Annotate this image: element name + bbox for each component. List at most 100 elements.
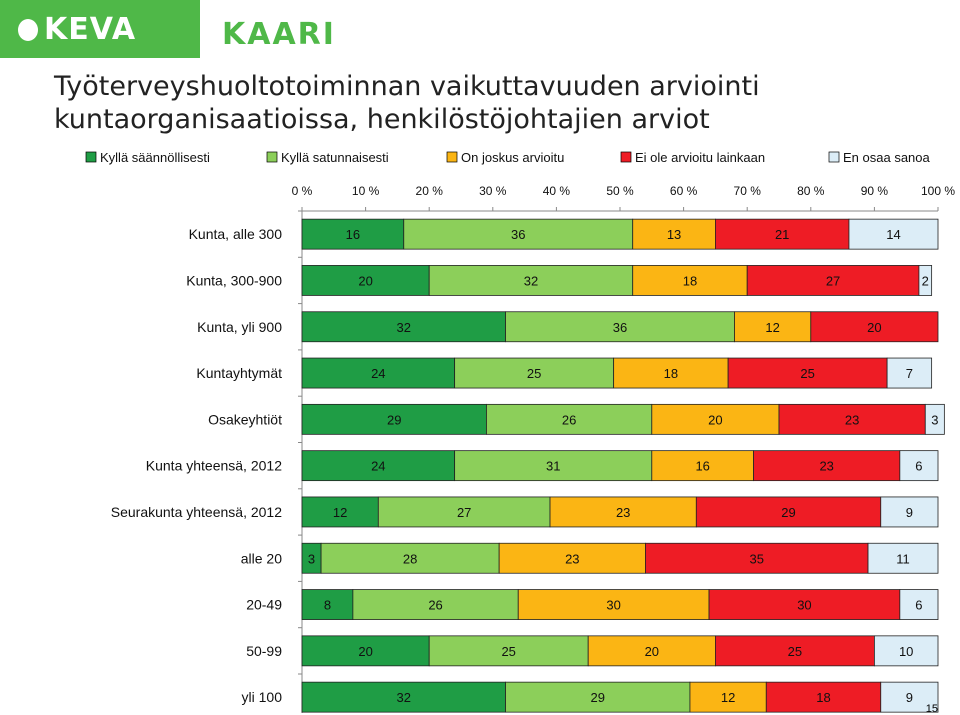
category-label: Kunta, yli 900 [197, 319, 282, 335]
bar-segment [924, 403, 945, 435]
x-tick-label: 90 % [861, 184, 889, 198]
bar-segment [301, 635, 430, 667]
x-tick-label: 70 % [734, 184, 762, 198]
data-label: 35 [750, 551, 764, 566]
data-label: 27 [457, 505, 471, 520]
data-label: 6 [915, 598, 922, 613]
bar-segment [715, 218, 850, 250]
data-label: 12 [333, 505, 347, 520]
keva-logo-box: KEVA [0, 0, 200, 58]
x-tick-label: 40 % [543, 184, 571, 198]
category-label: Kunta yhteensä, 2012 [146, 458, 282, 474]
legend-swatch [620, 151, 632, 163]
data-label: 31 [546, 459, 560, 474]
data-label: 24 [371, 366, 385, 381]
bar-segment [377, 496, 551, 528]
legend-label: Kyllä satunnaisesti [281, 150, 389, 165]
bar-segment [689, 681, 767, 713]
bar-segment [867, 542, 939, 574]
bar-segment [301, 681, 506, 713]
bar-segment [899, 589, 939, 620]
data-label: 20 [645, 644, 659, 659]
page-number: 15 [925, 703, 938, 715]
data-label: 13 [667, 227, 681, 242]
data-label: 23 [565, 551, 579, 566]
legend-label: En osaa sanoa [843, 150, 931, 165]
data-label: 32 [397, 690, 411, 705]
bar-segment [746, 265, 920, 296]
data-label: 18 [816, 690, 830, 705]
bar-segment [486, 403, 653, 435]
x-tick-label: 10 % [352, 184, 380, 198]
data-label: 9 [906, 690, 913, 705]
bar-segment [505, 311, 735, 343]
category-labels: Kunta, alle 300 Kunta, 300-900 Kunta, yli … [111, 226, 282, 705]
legend-swatch [446, 151, 458, 163]
data-label: 12 [721, 690, 735, 705]
legend-label: Kyllä säännöllisesti [100, 150, 210, 165]
data-label: 21 [775, 227, 789, 242]
data-label: 30 [606, 598, 620, 613]
bar-segment [301, 450, 456, 482]
bar-segment [428, 635, 589, 667]
data-label: 25 [527, 366, 541, 381]
category-label: Kuntayhtymät [196, 365, 282, 381]
data-label: 11 [896, 551, 910, 566]
chart-title: Työterveyshuoltotoiminnan vaikuttavuuden… [54, 71, 760, 135]
x-tick-label: 20 % [416, 184, 444, 198]
data-label: 26 [428, 598, 442, 613]
data-label: 32 [524, 273, 538, 288]
legend-label: On joskus arvioitu [461, 150, 564, 165]
data-label: 20 [708, 412, 722, 427]
category-label: Kunta, alle 300 [189, 226, 283, 242]
bar-segment [301, 357, 456, 389]
data-label: 20 [358, 273, 372, 288]
bar-segment [517, 589, 710, 620]
category-label: Kunta, 300-900 [186, 272, 282, 288]
bar-segment [651, 450, 754, 482]
data-label: 24 [371, 459, 385, 474]
legend-label: Ei ole arvioitu lainkaan [635, 150, 765, 165]
category-label: 20-49 [246, 597, 282, 613]
data-label: 29 [781, 505, 795, 520]
data-label: 12 [765, 320, 779, 335]
data-label: 27 [826, 273, 840, 288]
bar-segment [715, 635, 875, 667]
data-label: 2 [922, 273, 929, 288]
data-label: 3 [931, 412, 938, 427]
legend-swatch [828, 151, 840, 163]
data-label: 28 [403, 551, 417, 566]
data-label: 30 [797, 598, 811, 613]
bar-segment [727, 357, 888, 389]
keva-logo-text: KEVA [44, 12, 137, 47]
kaari-logo: KAARI [222, 17, 336, 52]
data-label: 16 [346, 227, 360, 242]
data-label: 25 [800, 366, 814, 381]
data-label: 25 [501, 644, 515, 659]
category-label: alle 20 [241, 550, 282, 566]
data-label: 25 [788, 644, 802, 659]
data-label: 23 [616, 505, 630, 520]
legend-swatch [266, 151, 278, 163]
category-label: 50-99 [246, 643, 282, 659]
bar-segment [765, 681, 882, 713]
bar-segment [320, 542, 500, 574]
legend-swatch [85, 151, 97, 163]
data-label: 6 [915, 459, 922, 474]
data-label: 29 [387, 412, 401, 427]
data-label: 18 [683, 273, 697, 288]
keva-logo: KEVA [18, 12, 136, 47]
x-axis: 0 % 10 % 20 % 30 % 40 % 50 % 60 % 70 % 80 % 90 % 1… [292, 184, 955, 713]
keva-logo-mark [18, 19, 38, 41]
bar-segment [301, 589, 354, 620]
bar-segment [301, 311, 506, 343]
x-tick-label: 0 % [292, 184, 313, 198]
data-label: 29 [591, 690, 605, 705]
data-label: 9 [906, 505, 913, 520]
legend: Kyllä säännöllisesti Kyllä satunnaisesti O… [85, 150, 931, 165]
bar-segment [778, 403, 926, 435]
bar-segment [498, 542, 646, 574]
category-label: Osakeyhtiöt [208, 411, 282, 427]
